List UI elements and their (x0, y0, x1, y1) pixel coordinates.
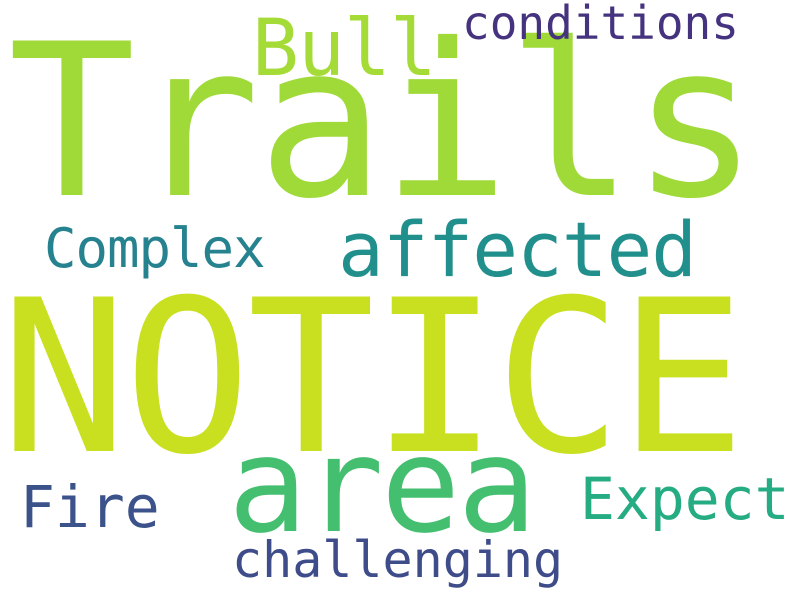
word-bull: Bull (252, 4, 437, 94)
word-expect: Expect (580, 465, 790, 533)
word-trails: Trails (8, 0, 759, 245)
word-notice: NOTICE (0, 254, 746, 501)
word-challenging: challenging (232, 531, 564, 589)
word-affected: affected (338, 205, 697, 294)
word-area: area (228, 409, 537, 563)
word-complex: Complex (44, 217, 266, 280)
word-fire: Fire (20, 473, 160, 541)
word-conditions: conditions (462, 0, 739, 50)
